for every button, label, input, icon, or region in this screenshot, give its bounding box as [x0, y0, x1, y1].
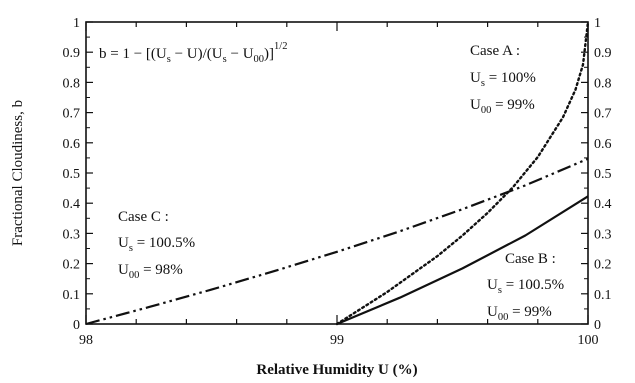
y-tick-label-right: 0.2	[594, 258, 612, 273]
y-tick-label-right: 0.3	[594, 227, 612, 242]
case-c-us: Us = 100.5%	[118, 235, 195, 254]
y-tick-label-right: 0.7	[594, 107, 612, 122]
y-tick-label-right: 0.8	[594, 76, 612, 91]
y-tick-label-right: 0.6	[594, 137, 612, 152]
formula: b = 1 − [(Us − U)/(Us − U00)]1/2	[99, 41, 287, 65]
y-tick-label-left: 0.3	[63, 227, 81, 242]
x-tick-label: 99	[330, 333, 344, 348]
y-tick-label-right: 1	[594, 16, 601, 31]
series-line-case-b	[336, 195, 589, 326]
y-tick-label-left: 0.1	[63, 288, 81, 303]
series-layer	[85, 20, 590, 326]
y-tick-label-left: 0.2	[63, 258, 81, 273]
y-tick-label-right: 0.9	[594, 46, 612, 61]
y-tick-label-left: 0.4	[63, 197, 81, 212]
y-tick-label-left: 0.8	[63, 76, 81, 91]
case-c-u00: U00 = 98%	[118, 262, 183, 281]
y-axis-title: Fractional Cloudiness, b	[10, 100, 26, 246]
y-tick-label-right: 0	[594, 318, 601, 333]
case-c-title: Case C :	[118, 209, 169, 225]
case-a-u00: U00 = 99%	[470, 97, 535, 116]
case-b-us: Us = 100.5%	[487, 277, 564, 296]
annotation-case-b: Case B : Us = 100.5% U00 = 99%	[487, 251, 564, 323]
x-axis-title: Relative Humidity U (%)	[256, 362, 417, 378]
annotation-case-a: Case A : Us = 100% U00 = 99%	[470, 43, 536, 116]
y-tick-label-left: 1	[73, 16, 80, 31]
y-tick-label-left: 0.6	[63, 137, 81, 152]
y-tick-label-left: 0.9	[63, 46, 81, 61]
case-b-title: Case B :	[505, 251, 556, 267]
series-line-case-c	[85, 157, 589, 326]
y-tick-label-left: 0	[73, 318, 80, 333]
y-tick-label-right: 0.5	[594, 167, 612, 182]
y-tick-label-right: 0.1	[594, 288, 612, 303]
y-tick-label-right: 0.4	[594, 197, 612, 212]
annotation-case-c: Case C : Us = 100.5% U00 = 98%	[118, 209, 195, 281]
case-a-us: Us = 100%	[470, 70, 536, 89]
x-tick-label: 98	[79, 333, 93, 348]
case-b-u00: U00 = 99%	[487, 304, 552, 323]
case-a-title: Case A :	[470, 43, 520, 59]
axis-ticks: 0 0 0.1 0.1 0.2 0.2 0.3 0.3 0.4 0.4 0.5 0.5 0.6 0.6 0.…	[63, 16, 612, 348]
y-tick-label-left: 0.7	[63, 107, 81, 122]
y-tick-label-left: 0.5	[63, 167, 81, 182]
series-line-case-a	[335, 20, 590, 326]
x-tick-label: 100	[578, 333, 599, 348]
